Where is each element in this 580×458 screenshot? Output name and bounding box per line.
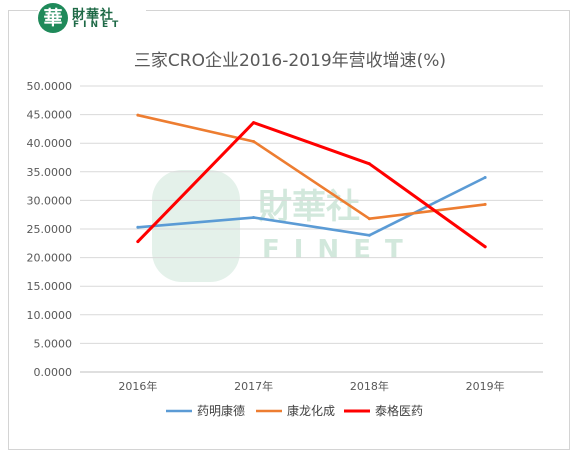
data-point <box>483 245 487 249</box>
x-tick-label: 2018年 <box>350 379 389 393</box>
y-tick-label: 50.0000 <box>27 80 73 93</box>
logo-name-en: FINET <box>73 20 123 30</box>
data-point <box>252 216 256 220</box>
data-point <box>136 225 140 229</box>
x-tick-label: 2016年 <box>118 379 157 393</box>
finet-logo: 華 財華社 FINET <box>38 3 146 35</box>
x-axis: 2016年 2017年 2018年 2019年 <box>118 379 504 393</box>
data-point <box>367 162 371 166</box>
logo-name-cn: 財華社 <box>72 8 115 23</box>
gridlines <box>80 85 543 373</box>
data-point <box>252 121 256 125</box>
y-tick-label: 5.0000 <box>34 337 73 350</box>
series-line <box>136 113 487 221</box>
y-tick-label: 10.0000 <box>27 309 73 322</box>
data-point <box>367 233 371 237</box>
y-tick-label: 30.0000 <box>27 194 73 207</box>
data-point <box>136 113 140 117</box>
series-line <box>136 121 487 249</box>
y-tick-label: 15.0000 <box>27 280 73 293</box>
y-tick-label: 0.0000 <box>34 366 73 379</box>
y-tick-label: 35.0000 <box>27 166 73 179</box>
legend-label: 泰格医药 <box>375 403 423 418</box>
watermark-mark <box>152 170 240 282</box>
logo-mark: 華 <box>38 3 68 33</box>
series-lines <box>136 113 487 249</box>
y-tick-label: 25.0000 <box>27 223 73 236</box>
legend-label: 药明康德 <box>197 403 245 418</box>
y-axis: 0.0000 5.0000 10.0000 15.0000 20.0000 25.0000… <box>27 80 73 379</box>
x-tick-label: 2017年 <box>234 379 273 393</box>
legend: 药明康德 康龙化成 泰格医药 <box>166 403 423 418</box>
chart-title: 三家CRO企业2016-2019年营收增速(%) <box>133 51 447 71</box>
legend-label: 康龙化成 <box>287 403 335 418</box>
x-tick-label: 2019年 <box>466 379 505 393</box>
data-point <box>483 202 487 206</box>
watermark-name-en: FINET <box>262 235 417 265</box>
data-point <box>252 139 256 143</box>
data-point <box>483 176 487 180</box>
y-tick-label: 45.0000 <box>27 109 73 122</box>
chart-frame <box>8 10 570 450</box>
data-point <box>136 240 140 244</box>
data-point <box>367 217 371 221</box>
y-tick-label: 40.0000 <box>27 137 73 150</box>
y-tick-label: 20.0000 <box>27 252 73 265</box>
